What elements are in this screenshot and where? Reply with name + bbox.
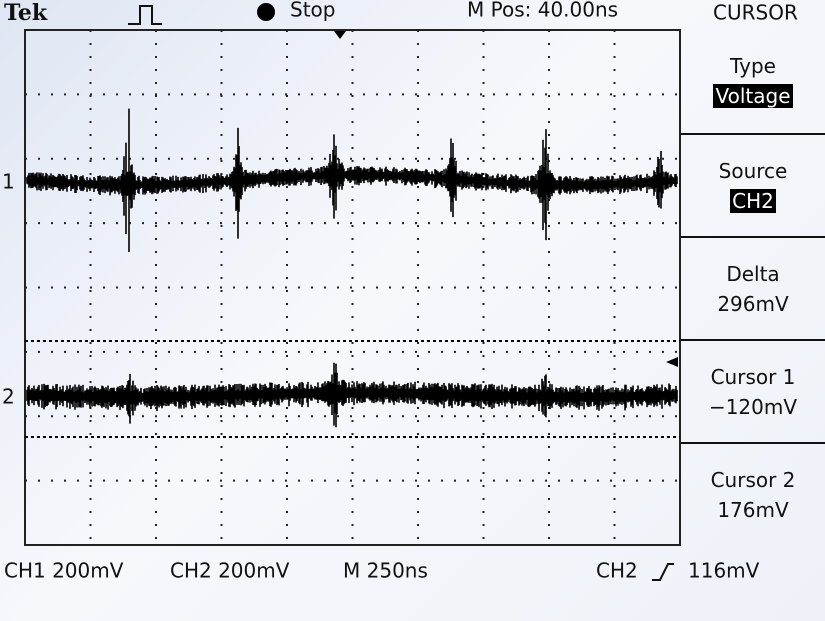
menu-label: Source xyxy=(718,159,788,183)
menu-value: Voltage xyxy=(713,84,793,108)
run-status: Stop xyxy=(290,0,335,22)
menu-value-row: 296mV xyxy=(681,292,825,316)
trigger-level-marker xyxy=(666,357,678,367)
stop-icon xyxy=(257,3,275,21)
menu-title: CURSOR xyxy=(713,1,798,25)
menu-value: 296mV xyxy=(717,292,789,316)
menu-value: −120mV xyxy=(708,395,798,419)
menu-item[interactable]: Source CH2 xyxy=(681,133,825,234)
acquire-icon xyxy=(128,5,162,25)
ch1-marker: 1 xyxy=(2,170,15,194)
trigger-source: CH2 xyxy=(596,559,638,583)
menu-item[interactable]: Cursor 2 176mV xyxy=(681,442,825,543)
ch2-marker: 2 xyxy=(2,385,15,409)
menu-item[interactable]: Type Voltage xyxy=(681,30,825,131)
ch2-scale: CH2 200mV xyxy=(170,559,290,583)
menu-label: Cursor 2 xyxy=(710,468,796,492)
menu-value-row: Voltage xyxy=(681,84,825,108)
menu-value-row: 176mV xyxy=(681,498,825,522)
trigger-slope xyxy=(652,563,674,581)
menu-label: Delta xyxy=(726,262,780,286)
menu-value: CH2 xyxy=(730,189,776,213)
menu-value: 176mV xyxy=(717,498,789,522)
menu-item[interactable]: Cursor 1 −120mV xyxy=(681,339,825,440)
waveform xyxy=(26,362,678,428)
menu-value-row: CH2 xyxy=(681,189,825,213)
menu-value-row: −120mV xyxy=(681,395,825,419)
waveform xyxy=(26,108,678,252)
menu-label: Type xyxy=(730,54,776,78)
graticule-border xyxy=(24,29,681,546)
trigger-level: 116mV xyxy=(688,559,760,583)
timebase: M 250ns xyxy=(343,559,428,583)
brand: Tek xyxy=(4,0,48,26)
horizontal-position: M Pos: 40.00ns xyxy=(467,0,618,22)
menu-label: Cursor 1 xyxy=(710,365,796,389)
ch1-scale: CH1 200mV xyxy=(4,559,124,583)
menu-item[interactable]: Delta 296mV xyxy=(681,236,825,337)
trigger-position-marker xyxy=(334,31,346,39)
